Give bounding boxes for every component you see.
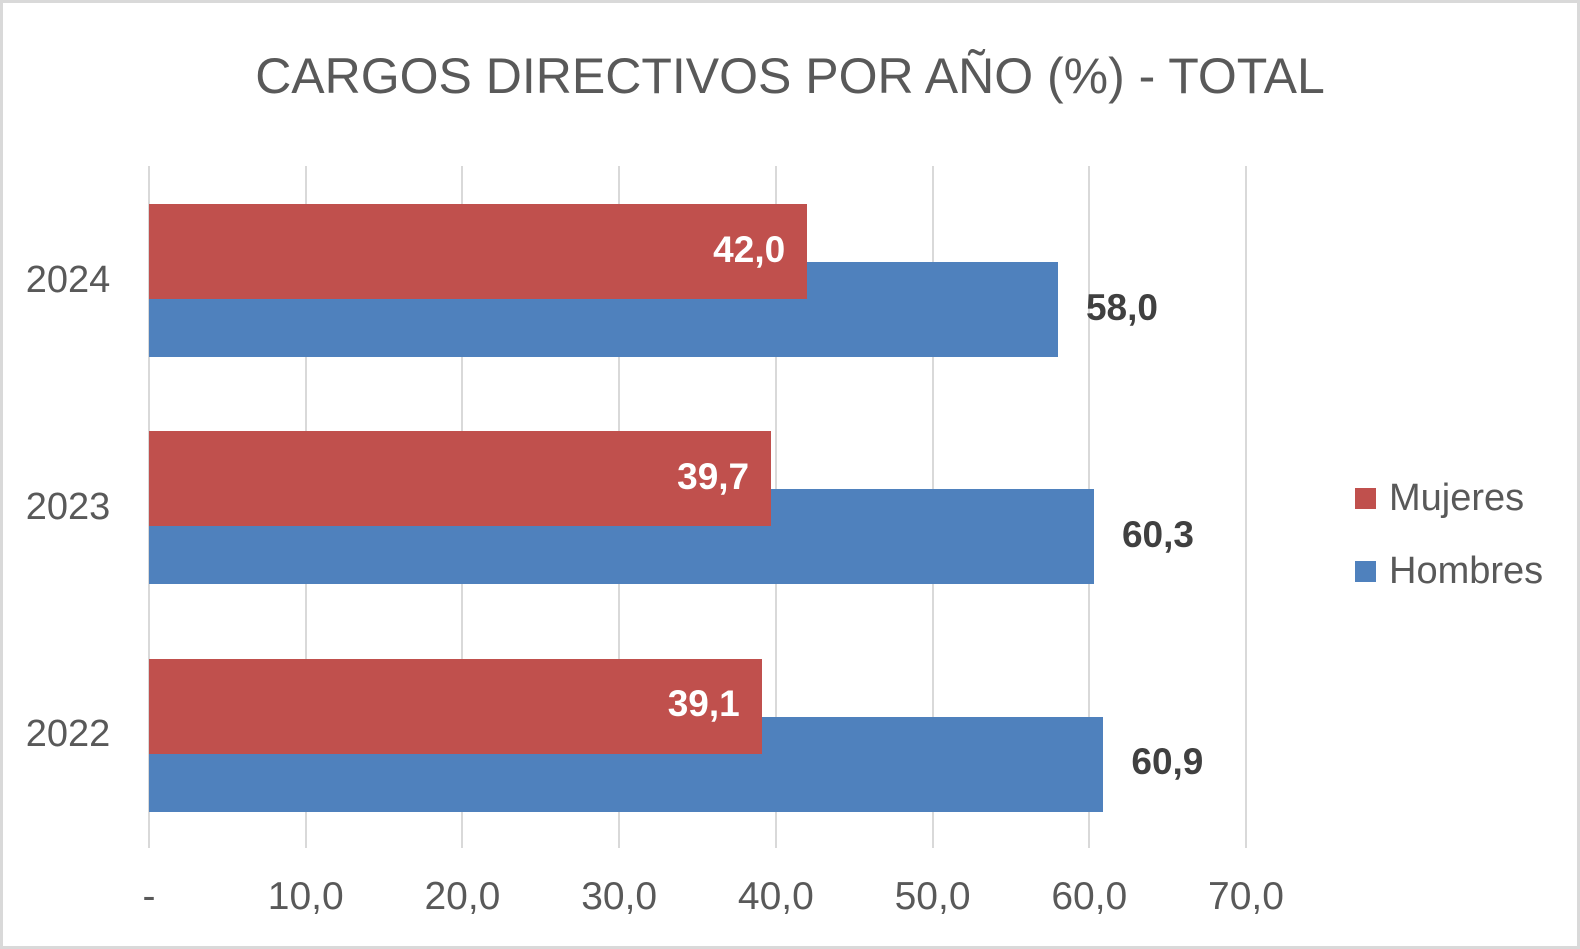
x-tick-label-70: 70,0 <box>1208 875 1284 918</box>
x-tick-label-10: 10,0 <box>267 875 344 918</box>
legend: Mujeres Hombres <box>1355 475 1543 621</box>
value-label-hombres-2022: 60,9 <box>1131 741 1204 783</box>
x-tick-label-50: 50,0 <box>894 875 971 918</box>
x-tick-label-20: 20,0 <box>424 875 501 918</box>
bar-mujeres-2022 <box>149 658 762 754</box>
legend-item-hombres: Hombres <box>1355 548 1543 594</box>
x-tick-label-0: - <box>142 875 156 918</box>
legend-swatch-hombres <box>1355 560 1376 582</box>
value-label-mujeres-2024: 42,0 <box>713 228 786 270</box>
x-tick-label-40: 40,0 <box>737 875 814 918</box>
bar-mujeres-2023 <box>149 431 772 527</box>
x-tick-label-30: 30,0 <box>581 875 658 918</box>
gridline-70 <box>1245 166 1247 848</box>
value-label-mujeres-2022: 39,1 <box>667 683 740 725</box>
value-label-hombres-2023: 60,3 <box>1121 513 1194 555</box>
legend-label-mujeres: Mujeres <box>1389 476 1525 519</box>
value-label-mujeres-2023: 39,7 <box>677 455 750 497</box>
plot-area: 58,0 60,3 60,9 42,0 39,7 39,1 <box>148 166 1247 848</box>
category-label-2022: 2022 <box>25 713 111 756</box>
value-label-hombres-2024: 58,0 <box>1085 286 1158 328</box>
bar-mujeres-2024 <box>149 204 808 299</box>
chart-title: CARGOS DIRECTIVOS POR AÑO (%) - TOTAL <box>255 48 1325 104</box>
x-tick-label-60: 60,0 <box>1051 875 1128 918</box>
legend-item-mujeres: Mujeres <box>1355 475 1543 521</box>
category-label-2024: 2024 <box>25 258 111 301</box>
legend-label-hombres: Hombres <box>1389 549 1544 592</box>
category-label-2023: 2023 <box>25 485 111 528</box>
legend-swatch-mujeres <box>1355 487 1376 509</box>
